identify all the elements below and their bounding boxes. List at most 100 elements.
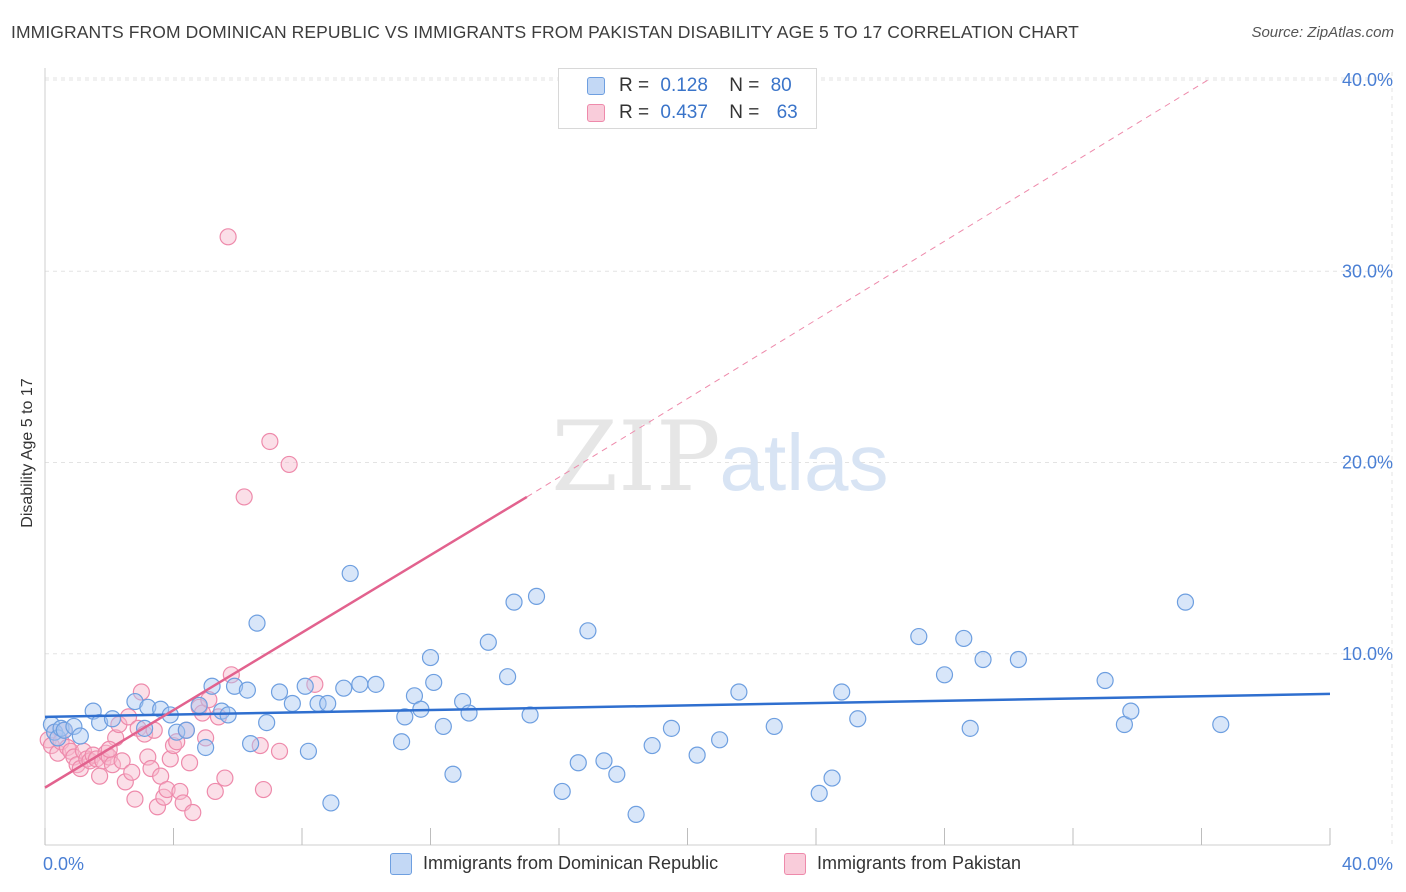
legend-text-pakistan: R = 0.437 N = 63	[619, 102, 798, 124]
data-point-dominican	[569, 754, 587, 772]
legend-swatch-pink	[587, 104, 605, 122]
r-label: R =	[619, 75, 650, 96]
data-point-dominican	[505, 593, 523, 611]
data-point-dominican	[910, 627, 928, 646]
data-point-pakistan	[161, 750, 179, 768]
data-point-dominican	[833, 683, 851, 701]
n-label: N =	[729, 75, 760, 96]
source-credit: Source: ZipAtlas.com	[1251, 24, 1394, 41]
series-pakistan-points	[39, 228, 324, 822]
watermark-zip: ZIP	[551, 401, 720, 513]
data-point-dominican	[643, 736, 661, 755]
data-point-pakistan	[254, 780, 273, 799]
data-point-dominican	[499, 668, 517, 686]
data-point-dominican	[258, 713, 276, 732]
data-point-dominican	[270, 683, 289, 701]
data-point-dominican	[527, 587, 546, 605]
x-tick-label-max: 40.0%	[1342, 854, 1393, 874]
data-point-dominican	[974, 650, 992, 669]
data-point-dominican	[219, 706, 237, 724]
data-point-dominican	[190, 696, 208, 714]
data-point-dominican	[367, 675, 385, 693]
data-point-dominican	[608, 765, 626, 783]
bottom-legend-swatch-pink	[784, 853, 806, 875]
data-point-pakistan	[216, 769, 234, 787]
data-point-dominican	[421, 648, 440, 667]
data-point-dominican	[91, 713, 109, 732]
data-point-pakistan	[158, 780, 176, 799]
data-point-dominican	[299, 742, 318, 760]
axes	[44, 68, 1331, 846]
data-point-pakistan	[180, 754, 199, 772]
trend-line-pakistan-extension	[526, 79, 1209, 498]
tick-labels: 10.0% 20.0% 30.0% 40.0% 0.0% 40.0%	[43, 70, 1393, 874]
data-point-dominican	[765, 717, 783, 736]
data-point-dominican	[711, 731, 729, 749]
data-point-dominican	[248, 614, 266, 632]
data-point-dominican	[341, 564, 359, 583]
data-point-dominican	[396, 708, 414, 726]
data-point-dominican	[553, 782, 571, 801]
data-point-dominican	[1096, 671, 1114, 690]
chart-title: IMMIGRANTS FROM DOMINICAN REPUBLIC VS IM…	[11, 22, 1079, 42]
data-point-dominican	[296, 677, 314, 695]
data-point-dominican	[197, 738, 215, 757]
data-point-dominican	[322, 794, 340, 812]
data-point-pakistan	[184, 803, 202, 822]
x-tick-label-min: 0.0%	[43, 854, 84, 874]
data-point-dominican	[65, 717, 83, 736]
r-value: 0.128	[660, 75, 708, 96]
r-label: R =	[619, 102, 650, 123]
watermark-atlas: atlas	[720, 418, 889, 507]
data-point-pakistan	[116, 773, 134, 791]
correlation-legend: R = 0.128 N = 80 R = 0.437 N = 63	[558, 68, 817, 129]
trend-lines	[44, 79, 1331, 789]
data-point-dominican	[1122, 702, 1140, 720]
data-point-pakistan	[91, 767, 109, 785]
data-point-dominican	[662, 719, 681, 737]
data-point-dominican	[460, 704, 478, 722]
bottom-legend-swatch-blue	[390, 853, 412, 875]
y-tick-label: 30.0%	[1342, 261, 1393, 281]
data-point-dominican	[242, 735, 260, 753]
data-point-dominican	[810, 784, 828, 802]
data-point-pakistan	[206, 782, 224, 801]
y-tick-label: 40.0%	[1342, 70, 1393, 90]
data-point-dominican	[627, 805, 645, 824]
data-point-dominican	[335, 679, 353, 697]
data-point-dominican	[823, 769, 841, 787]
y-tick-label: 10.0%	[1342, 644, 1393, 664]
data-point-pakistan	[197, 729, 215, 747]
data-point-dominican	[177, 721, 195, 739]
data-point-dominican	[688, 746, 706, 764]
data-point-pakistan	[113, 752, 131, 770]
data-point-dominican	[955, 629, 973, 648]
data-point-dominican	[319, 694, 337, 713]
data-point-dominican	[579, 622, 597, 640]
data-point-dominican	[849, 710, 867, 728]
data-point-dominican	[425, 673, 443, 692]
data-point-pakistan	[132, 683, 150, 701]
data-point-pakistan	[126, 790, 144, 808]
data-point-dominican	[479, 633, 497, 651]
data-point-pakistan	[123, 763, 141, 781]
data-point-pakistan	[235, 488, 253, 506]
n-value: 63	[776, 102, 798, 123]
data-point-pakistan	[200, 691, 218, 709]
data-point-dominican	[225, 677, 244, 695]
data-point-pakistan	[219, 228, 237, 246]
data-point-dominican	[392, 733, 411, 751]
bottom-legend-label-dominican: Immigrants from Dominican Republic	[423, 853, 719, 873]
data-point-pakistan	[270, 742, 289, 760]
data-point-dominican	[55, 721, 73, 739]
data-point-dominican	[1009, 650, 1027, 669]
r-value: 0.437	[660, 102, 708, 123]
data-point-dominican	[283, 694, 301, 713]
n-label: N =	[729, 102, 760, 123]
data-point-dominican	[444, 765, 462, 783]
bottom-legend-label-pakistan: Immigrants from Pakistan	[817, 853, 1022, 873]
legend-swatch-blue	[587, 77, 605, 95]
data-point-dominican	[351, 675, 369, 693]
y-tick-label: 20.0%	[1342, 453, 1393, 473]
